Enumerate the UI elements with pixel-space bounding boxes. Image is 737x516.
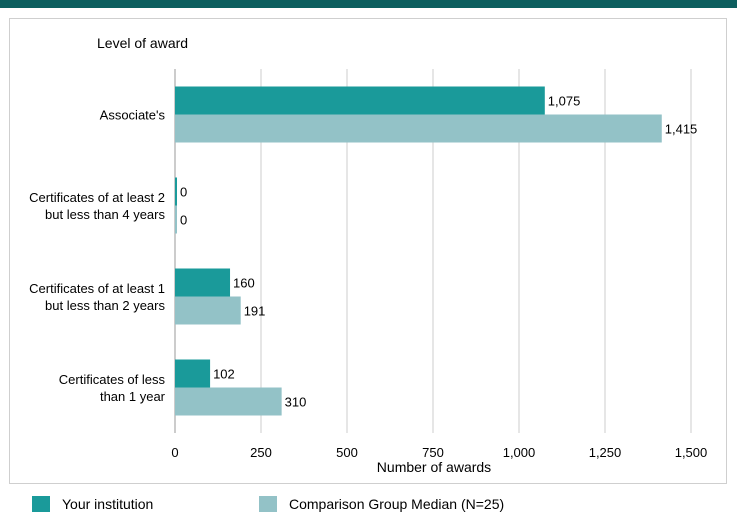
legend-item-your-institution: Your institution (32, 496, 153, 512)
bar (175, 387, 282, 416)
bar (175, 205, 177, 234)
x-tick-label: 0 (171, 445, 178, 460)
x-tick-label: 500 (336, 445, 358, 460)
category-label: Certificates of at least 1 (29, 281, 165, 296)
x-tick-label: 1,500 (675, 445, 708, 460)
y-axis-title: Level of award (97, 35, 188, 51)
data-label: 1,415 (665, 122, 698, 137)
category-label: but less than 4 years (45, 207, 165, 222)
bar (175, 359, 211, 388)
bar (175, 86, 545, 115)
category-label: but less than 2 years (45, 298, 165, 313)
data-label: 0 (180, 213, 187, 228)
data-label: 191 (244, 304, 266, 319)
bar (175, 177, 177, 206)
bar (175, 296, 241, 325)
legend-label-comparison-median: Comparison Group Median (N=25) (289, 496, 505, 512)
data-label: 0 (180, 185, 187, 200)
x-tick-label: 1,250 (589, 445, 622, 460)
legend-item-comparison-median: Comparison Group Median (N=25) (259, 496, 504, 512)
category-label: Associate's (100, 108, 166, 123)
x-axis-title: Number of awards (377, 459, 491, 475)
data-label: 160 (233, 276, 255, 291)
header-bar (0, 0, 737, 8)
category-label: than 1 year (100, 389, 166, 404)
legend-label-your-institution: Your institution (62, 496, 154, 512)
bar (175, 114, 662, 143)
chart-panel: Level of award 0 250 500 750 1,000 1,250 1,500… (9, 18, 727, 484)
x-tick-label: 250 (250, 445, 272, 460)
data-label: 1,075 (548, 94, 581, 109)
category-label: Certificates of less (59, 372, 166, 387)
bar-chart: Level of award 0 250 500 750 1,000 1,250 1,500… (29, 35, 708, 475)
data-label: 102 (213, 367, 235, 382)
bar (175, 268, 231, 297)
legend: Your institution Comparison Group Median… (0, 490, 737, 516)
x-tick-label: 1,000 (503, 445, 536, 460)
data-label: 310 (285, 395, 307, 410)
x-tick-label: 750 (422, 445, 444, 460)
legend-swatch-comparison-median (259, 496, 277, 512)
category-label: Certificates of at least 2 (29, 190, 165, 205)
legend-swatch-your-institution (32, 496, 50, 512)
